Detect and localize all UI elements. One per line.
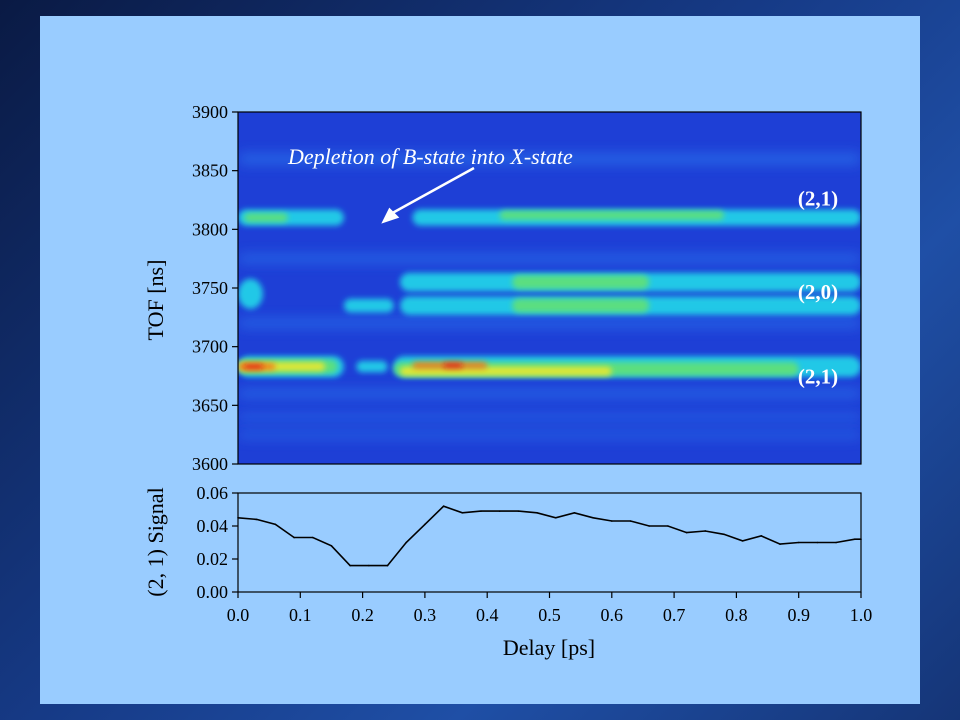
heatmap-cell — [443, 363, 463, 368]
signal-point — [835, 541, 837, 544]
signal-point — [442, 505, 445, 508]
signal-point — [779, 543, 781, 545]
line-y-tick-label: 0.02 — [197, 549, 229, 569]
signal-point — [648, 525, 650, 527]
band-labels: (2,1) (2,0) (2,1) — [798, 187, 838, 389]
signal-point — [405, 541, 408, 544]
signal-point — [573, 512, 576, 514]
signal-point — [480, 510, 482, 512]
signal-point — [498, 510, 501, 512]
line-x-tick-label: 0.8 — [725, 605, 748, 625]
signal-point — [461, 512, 464, 514]
line-y-tick-label: 0.04 — [197, 516, 229, 536]
annotation-group: Depletion of B-state into X-state — [287, 144, 573, 224]
line-x-tick-label: 1.0 — [850, 605, 873, 625]
signal-point — [386, 564, 389, 567]
line-x-tick-label: 0.4 — [476, 605, 499, 625]
annotation-arrow-shaft — [390, 166, 475, 215]
signal-point — [311, 536, 314, 539]
annotation-text: Depletion of B-state into X-state — [287, 144, 573, 169]
signal-point — [797, 541, 800, 544]
signal-point — [349, 564, 351, 567]
line-y-tick-label: 0.00 — [197, 582, 229, 602]
heatmap-cell — [512, 298, 650, 313]
heatmap-y-tick-label: 3800 — [192, 219, 228, 239]
signal-point — [667, 525, 669, 527]
signal-point — [330, 545, 333, 547]
signal-point — [611, 520, 613, 522]
line-x-axis-title: Delay [ps] — [503, 635, 595, 660]
heatmap-cell — [244, 364, 263, 369]
line-x-tick-label: 0.1 — [289, 605, 312, 625]
line-x-tick-label: 0.5 — [538, 605, 561, 625]
signal-point — [517, 510, 520, 512]
line-panel: 0.000.020.040.06 0.0 0.1 0.2 0.3 0.4 0.5 0.6 0.… — [143, 483, 872, 660]
signal-point — [368, 564, 370, 567]
band-label: (2,1) — [798, 187, 838, 211]
heatmap-y-axis: 3600 3650 3700 3750 3800 3850 3900 — [192, 102, 238, 474]
signal-point — [685, 531, 688, 534]
signal-points — [237, 505, 862, 567]
annotation-arrow-head — [381, 207, 400, 224]
heatmap-cell — [238, 254, 861, 264]
heatmap-y-tick-label: 3600 — [192, 454, 228, 474]
heatmap-cell — [512, 275, 650, 289]
signal-point — [704, 530, 707, 532]
heatmap-y-tick-label: 3700 — [192, 337, 228, 357]
heatmap-cell — [399, 366, 612, 376]
heatmap-y-axis-title: TOF [ns] — [143, 260, 168, 341]
heatmap-panel: 3600 3650 3700 3750 3800 3850 3900 TOF [ns] (2… — [143, 102, 862, 474]
line-x-tick-label: 0.3 — [414, 605, 437, 625]
signal-point — [293, 536, 295, 539]
heatmap-cell — [238, 278, 263, 309]
line-x-tick-label: 0.6 — [601, 605, 624, 625]
heatmap-cell — [238, 318, 861, 328]
signal-point — [629, 520, 632, 522]
line-x-tick-label: 0.0 — [227, 605, 250, 625]
signal-point — [860, 538, 862, 540]
heatmap-y-tick-label: 3750 — [192, 278, 228, 298]
heatmap-cell — [238, 431, 861, 439]
signal-point — [237, 516, 239, 519]
heatmap-y-tick-label: 3900 — [192, 102, 228, 122]
band-label: (2,1) — [798, 365, 838, 389]
heatmap-y-tick-label: 3850 — [192, 161, 228, 181]
line-plot-frame — [237, 492, 862, 593]
signal-series-line — [237, 505, 861, 567]
signal-point — [723, 533, 725, 536]
heatmap-cell — [238, 153, 861, 165]
line-y-axis-title: (2, 1) Signal — [143, 487, 168, 596]
heatmap-cell — [356, 360, 388, 373]
heatmap-cell — [499, 210, 724, 220]
band-label: (2,0) — [798, 280, 838, 304]
heatmap-intensity — [238, 153, 861, 439]
signal-point — [760, 535, 763, 537]
heatmap-cell — [244, 213, 288, 223]
line-y-tick-label: 0.06 — [197, 483, 229, 503]
signal-point — [592, 516, 594, 519]
line-x-tick-label: 0.9 — [787, 605, 810, 625]
signal-point — [536, 512, 538, 514]
heatmap-cell — [343, 298, 394, 313]
signal-point — [424, 523, 426, 526]
signal-point — [816, 541, 819, 544]
signal-point — [274, 523, 277, 526]
line-y-axis: 0.00 0.02 0.04 0.06 — [197, 483, 238, 602]
signal-point — [853, 538, 856, 540]
heatmap-y-tick-label: 3650 — [192, 395, 228, 415]
line-x-tick-label: 0.2 — [351, 605, 374, 625]
signal-point — [741, 540, 744, 542]
signal-point — [255, 518, 258, 521]
heatmap-cell — [238, 413, 861, 421]
signal-point — [554, 516, 557, 519]
heatmap-cell — [238, 389, 861, 399]
line-x-tick-label: 0.7 — [663, 605, 686, 625]
line-x-axis: 0.0 0.1 0.2 0.3 0.4 0.5 0.6 0.7 0.8 0.9 1.0 — [227, 592, 873, 625]
